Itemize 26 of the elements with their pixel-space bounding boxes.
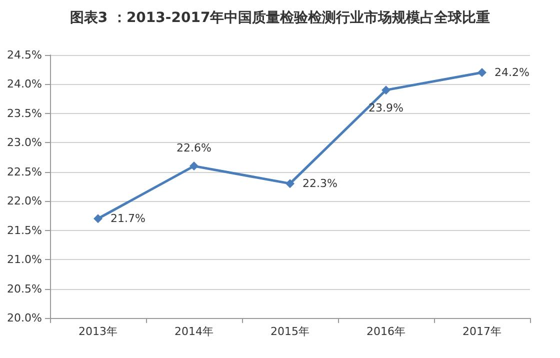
data-label: 22.3% bbox=[302, 177, 338, 190]
x-tick-label: 2016年 bbox=[366, 325, 406, 338]
y-tick-label: 21.5% bbox=[7, 224, 42, 237]
y-tick-label: 24.0% bbox=[7, 78, 42, 91]
data-label: 22.6% bbox=[176, 142, 212, 155]
y-tick-label: 23.5% bbox=[7, 106, 42, 120]
chart-title: 图表3 ：2013-2017年中国质量检验检测行业市场规模占全球比重 bbox=[70, 9, 490, 26]
x-tick-label: 2015年 bbox=[270, 325, 310, 338]
data-label: 21.7% bbox=[110, 212, 146, 226]
x-tick-label: 2013年 bbox=[78, 325, 118, 338]
point bbox=[286, 179, 294, 188]
x-tick-label: 2014年 bbox=[174, 325, 214, 338]
point bbox=[190, 162, 198, 171]
y-tick-label: 22.0% bbox=[7, 194, 42, 208]
point bbox=[478, 68, 486, 78]
point bbox=[94, 214, 102, 224]
y-tick-label: 20.0% bbox=[7, 312, 42, 324]
y-tick-label: 22.5% bbox=[7, 165, 42, 178]
y-tick-label: 20.5% bbox=[7, 282, 42, 296]
data-label: 23.9% bbox=[368, 102, 404, 115]
x-tick-label: 2017年 bbox=[462, 325, 502, 338]
point bbox=[382, 86, 390, 95]
y-tick-label: 24.5% bbox=[7, 48, 42, 62]
y-tick-label: 23.0% bbox=[7, 136, 42, 150]
data-label: 24.2% bbox=[494, 66, 530, 80]
y-tick-label: 21.0% bbox=[7, 253, 42, 266]
